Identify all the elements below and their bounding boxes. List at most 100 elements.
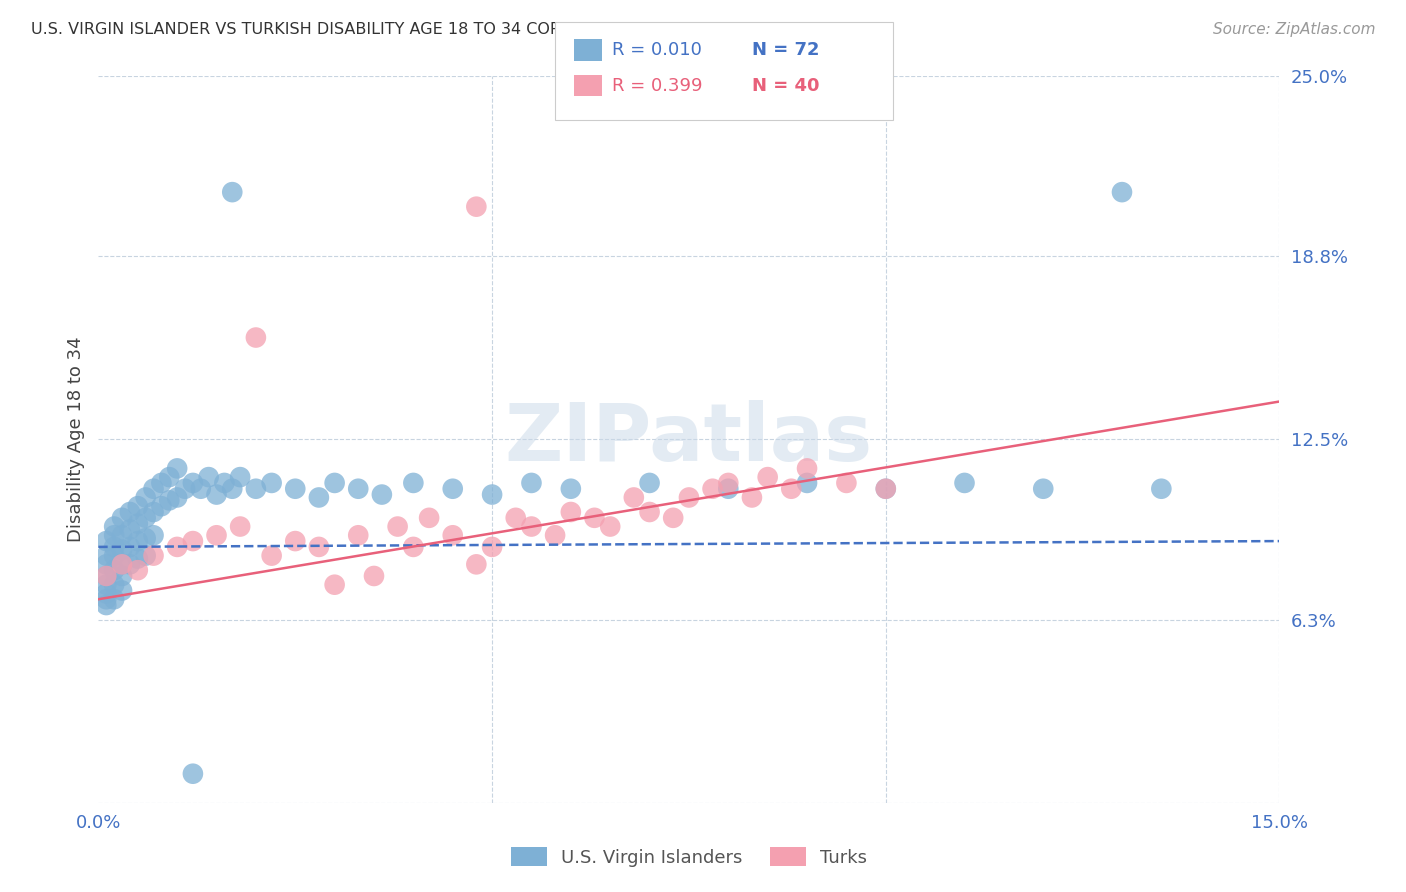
Point bbox=[638, 505, 661, 519]
Point bbox=[135, 491, 157, 505]
Point bbox=[103, 563, 125, 577]
Point bbox=[520, 519, 543, 533]
Point bbox=[835, 475, 858, 490]
Point bbox=[127, 563, 149, 577]
Point bbox=[583, 511, 606, 525]
Point bbox=[118, 523, 141, 537]
Point bbox=[229, 470, 252, 484]
Point bbox=[260, 549, 283, 563]
Point bbox=[111, 558, 134, 572]
Point bbox=[166, 461, 188, 475]
Point bbox=[245, 330, 267, 344]
Text: N = 40: N = 40 bbox=[752, 77, 820, 95]
Point bbox=[875, 482, 897, 496]
Point bbox=[96, 598, 118, 612]
Point bbox=[157, 493, 180, 508]
Legend: U.S. Virgin Islanders, Turks: U.S. Virgin Islanders, Turks bbox=[503, 840, 875, 874]
Point bbox=[560, 482, 582, 496]
Point bbox=[520, 475, 543, 490]
Point bbox=[229, 519, 252, 533]
Point bbox=[717, 482, 740, 496]
Point bbox=[111, 583, 134, 598]
Point bbox=[96, 569, 118, 583]
Point bbox=[418, 511, 440, 525]
Point bbox=[245, 482, 267, 496]
Point bbox=[103, 592, 125, 607]
Point bbox=[190, 482, 212, 496]
Point bbox=[127, 551, 149, 566]
Point bbox=[142, 505, 165, 519]
Point bbox=[560, 505, 582, 519]
Point bbox=[96, 586, 118, 600]
Point bbox=[780, 482, 803, 496]
Point bbox=[127, 534, 149, 549]
Point bbox=[135, 531, 157, 545]
Point bbox=[103, 519, 125, 533]
Point bbox=[662, 511, 685, 525]
Point bbox=[157, 470, 180, 484]
Point bbox=[284, 534, 307, 549]
Point bbox=[323, 475, 346, 490]
Point bbox=[347, 528, 370, 542]
Point bbox=[323, 578, 346, 592]
Point bbox=[111, 511, 134, 525]
Point bbox=[150, 475, 173, 490]
Point bbox=[308, 491, 330, 505]
Point bbox=[118, 540, 141, 554]
Point bbox=[142, 482, 165, 496]
Point bbox=[111, 542, 134, 557]
Point bbox=[96, 558, 118, 572]
Point bbox=[174, 482, 197, 496]
Point bbox=[702, 482, 724, 496]
Point bbox=[111, 558, 134, 572]
Text: R = 0.399: R = 0.399 bbox=[612, 77, 702, 95]
Point bbox=[181, 534, 204, 549]
Y-axis label: Disability Age 18 to 34: Disability Age 18 to 34 bbox=[66, 336, 84, 542]
Point bbox=[221, 185, 243, 199]
Point bbox=[717, 475, 740, 490]
Point bbox=[197, 470, 219, 484]
Point bbox=[96, 578, 118, 592]
Point bbox=[678, 491, 700, 505]
Point bbox=[150, 499, 173, 513]
Point bbox=[308, 540, 330, 554]
Point bbox=[875, 482, 897, 496]
Point bbox=[103, 528, 125, 542]
Point bbox=[135, 549, 157, 563]
Point bbox=[96, 592, 118, 607]
Point bbox=[623, 491, 645, 505]
Point bbox=[796, 461, 818, 475]
Point bbox=[111, 528, 134, 542]
Point bbox=[96, 534, 118, 549]
Point bbox=[260, 475, 283, 490]
Point bbox=[796, 475, 818, 490]
Point bbox=[363, 569, 385, 583]
Point bbox=[599, 519, 621, 533]
Point bbox=[741, 491, 763, 505]
Point bbox=[1032, 482, 1054, 496]
Point bbox=[221, 482, 243, 496]
Point bbox=[205, 528, 228, 542]
Text: ZIPatlas: ZIPatlas bbox=[505, 401, 873, 478]
Point bbox=[96, 549, 118, 563]
Text: N = 72: N = 72 bbox=[752, 41, 820, 59]
Point bbox=[205, 487, 228, 501]
Point bbox=[505, 511, 527, 525]
Point bbox=[481, 540, 503, 554]
Point bbox=[166, 491, 188, 505]
Point bbox=[284, 482, 307, 496]
Point bbox=[103, 549, 125, 563]
Point bbox=[481, 487, 503, 501]
Point bbox=[756, 470, 779, 484]
Point bbox=[214, 475, 236, 490]
Point bbox=[465, 200, 488, 214]
Point bbox=[1111, 185, 1133, 199]
Point bbox=[127, 516, 149, 531]
Text: Source: ZipAtlas.com: Source: ZipAtlas.com bbox=[1212, 22, 1375, 37]
Point bbox=[181, 475, 204, 490]
Point bbox=[402, 475, 425, 490]
Point bbox=[127, 499, 149, 513]
Point bbox=[166, 540, 188, 554]
Point bbox=[638, 475, 661, 490]
Point bbox=[1150, 482, 1173, 496]
